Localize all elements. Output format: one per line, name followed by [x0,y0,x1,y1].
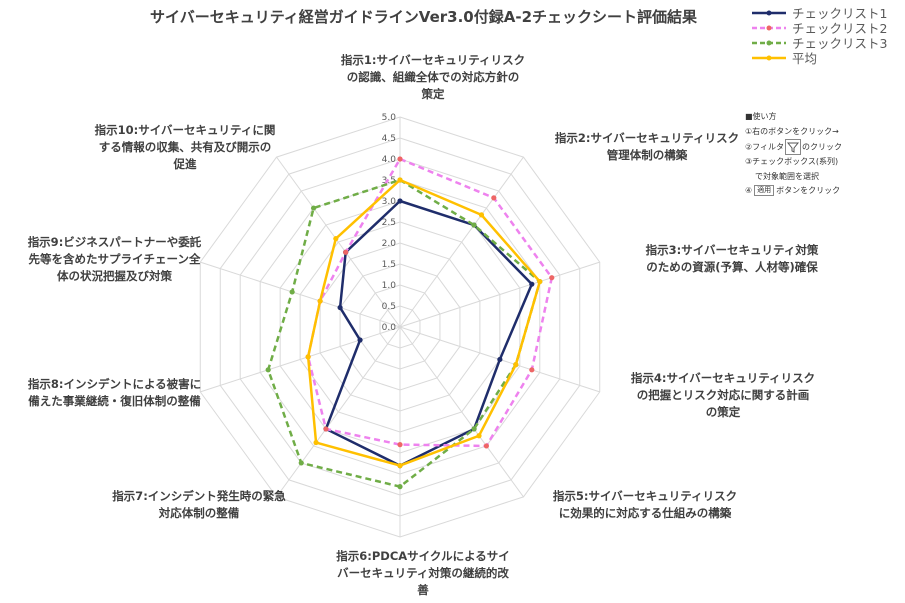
legend-label: 平均 [792,51,818,66]
data-point[interactable] [265,367,271,373]
data-point[interactable] [478,212,485,218]
legend-swatch [752,40,786,45]
axis-label-2: 指示2:サイバーセキュリティリスク 管理体制の構築 [554,131,740,162]
usage-step-3b: で対象範囲を選択 [755,171,819,181]
grid-spoke [200,326,401,393]
axis-label-5: 指示5:サイバーセキュリティリスク に効果的に対応する仕組みの構築 [552,489,738,520]
data-point[interactable] [397,198,403,204]
data-point[interactable] [471,222,477,228]
grid-spoke [276,326,401,498]
usage-step-1: ①右のボタンをクリック→ [745,126,839,136]
axis-label-7: 指示7:インシデント発生時の緊急 対応体制の整備 [112,489,286,520]
data-point[interactable] [491,195,497,201]
data-point[interactable] [313,439,319,446]
chart-title: サイバーセキュリティ経営ガイドラインVer3.0付録A-2チェックシート評価結果 [150,8,698,26]
grid-spoke [276,156,401,328]
data-point[interactable] [529,367,535,373]
axis-label-8: 指示8:インシデントによる被害に 備えた事業継続・復旧体制の整備 [27,377,202,408]
data-point[interactable] [357,337,363,343]
tick-label: 1.5 [382,260,396,270]
data-point[interactable] [317,298,323,304]
data-point[interactable] [497,356,503,363]
data-point[interactable] [310,205,317,211]
chart-legend[interactable]: チェックリスト1 チェックリスト2 チェックリスト3 平均 [752,5,888,66]
legend-item-series-2[interactable]: チェックリスト2 [752,20,888,36]
usage-step-4-text-b: ボタンをクリック [776,186,841,195]
data-point[interactable] [397,463,403,469]
data-point[interactable] [305,354,311,360]
data-point[interactable] [289,289,295,295]
data-point[interactable] [333,236,339,242]
usage-step-3: ③チェックボックス(系列) [745,157,839,166]
legend-item-average[interactable]: 平均 [752,50,887,66]
data-point[interactable] [476,433,482,439]
legend-label: チェックリスト2 [792,21,888,36]
axis-label-1: 指示1:サイバーセキュリティリスク の認識、組織全体での対応方針の 策定 [340,53,526,101]
tick-label: 1.0 [382,281,397,291]
data-point[interactable] [323,426,329,432]
apply-button[interactable]: 適用 [754,185,775,196]
tick-label: 3.0 [382,197,397,207]
series-line[interactable] [306,157,554,448]
legend-label: チェックリスト1 [792,6,888,21]
usage-step-2-text-b: のクリック [802,142,843,152]
data-point[interactable] [513,362,519,368]
legend-swatch [752,25,786,30]
series-2[interactable] [305,156,555,449]
usage-step-2: ②フィルタ のクリック [745,139,842,155]
tick-label: 0.5 [382,302,396,312]
series-4[interactable] [305,177,543,469]
legend-swatch [752,10,786,15]
data-point[interactable] [343,249,349,255]
data-point[interactable] [549,275,555,281]
data-point[interactable] [397,177,403,183]
data-point[interactable] [337,304,343,311]
tick-label: 4.5 [382,134,396,144]
grid-spoke [200,261,401,328]
data-point[interactable] [397,156,403,162]
usage-step-4-text-a: ④ [745,186,753,195]
tick-label: 2.5 [382,218,396,228]
data-point[interactable] [298,460,304,466]
radial-tick-labels: 0.0 0.5 1.0 1.5 2.0 2.5 3.0 3.5 4.0 4.5 5.0 [382,113,397,333]
tick-label: 5.0 [382,113,397,123]
usage-step-4: ④ 適用 ボタンをクリック [745,184,842,199]
data-point[interactable] [537,278,543,285]
legend-label: チェックリスト3 [792,36,888,51]
axis-label-9: 指示9:ビジネスパートナーや委託 先等を含めたサプライチェーン全 体の状況把握及… [27,235,202,283]
grid-spoke [399,261,600,328]
data-point[interactable] [483,443,490,449]
axis-label-4: 指示4:サイバーセキュリティリスク の把握とリスク対応に関する計画 の策定 [630,371,816,419]
data-point[interactable] [471,426,477,432]
data-point[interactable] [397,442,403,448]
legend-swatch [752,55,786,60]
grid-spoke [399,326,524,498]
tick-label: 4.0 [382,155,397,165]
tick-label: 2.0 [382,239,397,249]
usage-note: ■使い方 ①右のボタンをクリック→ ②フィルタ のクリック ③チェックボックス(系… [745,110,842,199]
grid-spoke [399,156,524,328]
series-line[interactable] [306,178,542,467]
usage-step-2-text-a: ②フィルタ [745,142,785,152]
tick-label: 0.0 [382,323,397,333]
data-point[interactable] [397,484,403,490]
radar-grid [199,116,601,538]
legend-item-series-3[interactable]: チェックリスト3 [752,35,888,51]
filter-icon[interactable] [785,139,802,155]
axis-label-6: 指示6:PDCAサイクルによるサイ バーセキュリティ対策の継続的改 善 [336,549,510,597]
radar-series[interactable] [265,156,555,490]
tick-label: 3.5 [382,176,396,186]
axis-label-3: 指示3:サイバーセキュリティ対策 のための資源(予算、人材等)確保 [645,243,819,274]
data-point[interactable] [529,281,535,287]
usage-heading: ■使い方 [745,112,777,121]
axis-label-10: 指示10:サイバーセキュリティに関 する情報の収集、共有及び開示の 促進 [94,123,276,171]
legend-item-series-1[interactable]: チェックリスト1 [752,5,888,21]
